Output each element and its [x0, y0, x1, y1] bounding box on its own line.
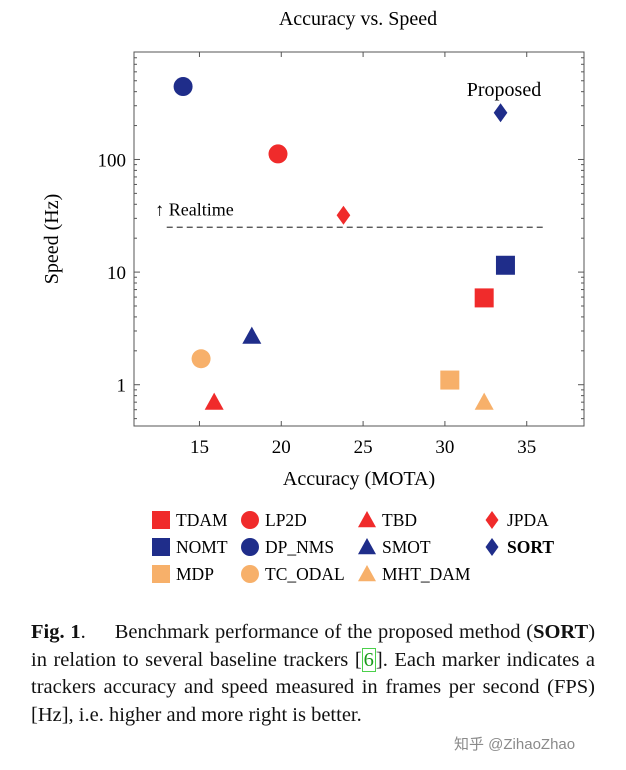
proposed-annotation: Proposed [467, 79, 541, 101]
caption-text-end: ]. Each marker indicates a trackers accu… [31, 648, 595, 726]
figure-caption: Fig. 1. Benchmark performance of the pro… [31, 619, 595, 729]
legend-label: SORT [507, 537, 554, 557]
legend-marker-mht-dam [358, 565, 376, 582]
legend-label: MHT_DAM [382, 564, 471, 584]
caption-text-middle: ) in relation to several baseline tracke… [31, 621, 596, 671]
citation-link[interactable]: 6 [361, 647, 376, 672]
point-tbd [204, 392, 224, 410]
plot-frame [133, 51, 585, 427]
legend-label: NOMT [176, 537, 228, 557]
legend-label: TC_ODAL [265, 564, 345, 584]
legend-marker-sort [485, 538, 499, 556]
legend-label: LP2D [265, 510, 307, 530]
axis-ticks: 15 20 25 30 35 1 10 100 [98, 52, 584, 458]
chart-title: Accuracy vs. Speed [279, 8, 437, 30]
legend-marker-mdp [152, 565, 170, 583]
y-tick-label: 100 [98, 150, 127, 171]
x-tick-label: 15 [190, 437, 209, 458]
point-lp2d [268, 144, 288, 164]
legend-label: JPDA [507, 510, 549, 530]
legend-marker-tbd [358, 511, 376, 528]
point-tc-odal [191, 349, 211, 369]
point-sort [493, 103, 508, 123]
data-points [173, 77, 515, 410]
x-tick-label: 35 [517, 437, 536, 458]
accuracy-speed-chart: Accuracy vs. Speed 15 20 25 30 35 1 10 100 ↑ Re… [41, 8, 585, 584]
legend-label: DP_NMS [265, 537, 334, 557]
legend-label: SMOT [382, 537, 431, 557]
y-tick-label: 10 [107, 263, 126, 284]
x-tick-label: 25 [354, 437, 373, 458]
x-tick-label: 30 [435, 437, 454, 458]
chart-legend: TDAM LP2D TBD JPDA NOMT DP_NMS SMOT SORT MDP TC_O… [152, 510, 554, 584]
point-mht-dam [474, 392, 494, 410]
figure-label-period: . [80, 621, 86, 643]
legend-label: TDAM [176, 510, 228, 530]
y-axis-label: Speed (Hz) [41, 194, 63, 285]
legend-label: MDP [176, 564, 214, 584]
legend-marker-lp2d [241, 511, 259, 529]
point-nomt [495, 255, 515, 275]
x-tick-label: 20 [272, 437, 291, 458]
legend-marker-nomt [152, 538, 170, 556]
legend-marker-jpda [485, 511, 499, 529]
x-axis-label: Accuracy (MOTA) [283, 468, 435, 490]
realtime-label: ↑ Realtime [155, 199, 233, 219]
legend-marker-tc-odal [241, 565, 259, 583]
legend-marker-dp-nms [241, 538, 259, 556]
point-tdam [474, 288, 494, 308]
legend-marker-smot [358, 538, 376, 555]
point-jpda [336, 205, 351, 225]
point-mdp [440, 370, 460, 390]
y-tick-label: 1 [117, 376, 127, 397]
caption-text-start: Benchmark performance of the proposed me… [114, 621, 534, 643]
caption-method-name: SORT [533, 621, 589, 643]
realtime-threshold: ↑ Realtime [155, 199, 545, 228]
watermark: 知乎 @ZihaoZhao [454, 736, 576, 753]
legend-marker-tdam [152, 511, 170, 529]
legend-label: TBD [382, 510, 417, 530]
point-dp-nms [173, 77, 193, 97]
figure-label: Fig. 1 [31, 621, 81, 643]
point-smot [242, 326, 262, 344]
